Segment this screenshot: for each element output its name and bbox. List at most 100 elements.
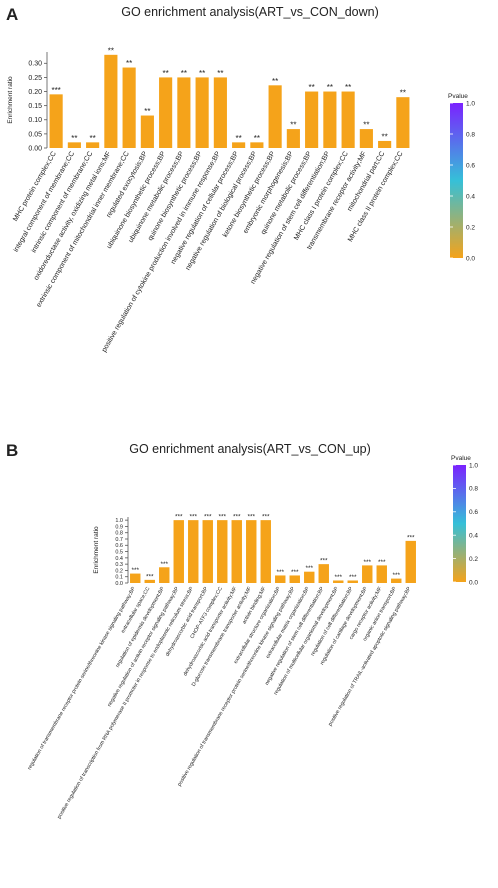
- value-label: ***: [146, 573, 154, 580]
- colorbar-tick-label: 0.8: [466, 131, 475, 138]
- colorbar-title: Pvalue: [451, 455, 471, 462]
- colorbar-tick-label: 1.0: [469, 462, 478, 469]
- y-tick-label: 0.8: [115, 531, 123, 537]
- x-tick-label: regulation of transmembrane receptor pro…: [27, 586, 138, 772]
- value-label: ***: [233, 514, 241, 521]
- colorbar-tick-label: 0.6: [469, 509, 478, 516]
- bar: [122, 67, 136, 148]
- y-tick-label: 0.00: [28, 145, 42, 152]
- bar: [405, 540, 416, 583]
- value-label: **: [327, 83, 333, 92]
- bar: [232, 142, 246, 148]
- value-label: ***: [131, 567, 139, 574]
- value-label: **: [272, 77, 278, 86]
- bar: [376, 565, 387, 583]
- value-label: **: [181, 69, 187, 78]
- colorbar: [450, 103, 463, 258]
- value-label: ***: [218, 514, 226, 521]
- y-axis-label: Enrichment ratio: [93, 526, 100, 574]
- value-label: **: [363, 121, 369, 130]
- colorbar-tick-label: 0.4: [466, 193, 475, 200]
- bar: [268, 85, 282, 148]
- colorbar-tick-label: 0.4: [469, 533, 478, 540]
- bar: [275, 575, 286, 583]
- bar: [159, 567, 170, 583]
- colorbar-title: Pvalue: [448, 93, 468, 100]
- value-label: ***: [276, 569, 284, 576]
- bar: [177, 77, 191, 148]
- bar: [104, 54, 118, 148]
- bar: [318, 564, 329, 583]
- value-label: ***: [160, 561, 168, 568]
- value-label: **: [290, 121, 296, 130]
- bar: [260, 520, 271, 583]
- value-label: ***: [189, 514, 197, 521]
- value-label: **: [345, 83, 351, 92]
- value-label: **: [71, 134, 77, 143]
- bar: [49, 94, 63, 148]
- y-tick-label: 0.30: [28, 61, 42, 68]
- bar: [213, 77, 227, 148]
- y-tick-label: 0.25: [28, 75, 42, 82]
- value-label: ***: [378, 559, 386, 566]
- value-label: ***: [392, 572, 400, 579]
- value-label: **: [382, 132, 388, 141]
- bar: [67, 142, 81, 148]
- y-tick-label: 0.2: [115, 568, 123, 574]
- bar: [217, 520, 228, 583]
- y-tick-label: 0.0: [115, 581, 123, 587]
- y-tick-label: 0.20: [28, 89, 42, 96]
- bar: [391, 578, 402, 583]
- y-tick-label: 0.10: [28, 117, 42, 124]
- bar: [323, 91, 337, 148]
- value-label: ***: [349, 574, 357, 581]
- colorbar-tick-label: 0.0: [466, 255, 475, 262]
- bar: [195, 77, 209, 148]
- bar: [378, 140, 392, 148]
- bar: [173, 520, 184, 583]
- value-label: **: [199, 69, 205, 78]
- bar: [246, 520, 257, 583]
- bar: [231, 520, 242, 583]
- value-label: **: [254, 134, 260, 143]
- bar: [140, 115, 154, 148]
- y-tick-label: 0.3: [115, 562, 123, 568]
- bar: [159, 77, 173, 148]
- chart-title: GO enrichment analysis(ART_vs_CON_up): [129, 442, 371, 456]
- value-label: **: [236, 134, 242, 143]
- bar: [86, 142, 100, 148]
- bar: [341, 91, 355, 148]
- bar: [304, 571, 315, 583]
- value-label: ***: [204, 514, 212, 521]
- y-tick-label: 0.6: [115, 543, 123, 549]
- colorbar-tick-label: 0.2: [469, 556, 478, 563]
- colorbar: [453, 465, 466, 582]
- y-tick-label: 0.7: [115, 537, 123, 543]
- y-axis-label: Enrichment ratio: [7, 76, 14, 124]
- value-label: ***: [51, 86, 60, 95]
- y-tick-label: 0.9: [115, 524, 123, 530]
- bar: [359, 129, 373, 148]
- bar: [347, 580, 358, 583]
- colorbar-tick-label: 0.0: [469, 579, 478, 586]
- value-label: ***: [407, 534, 415, 541]
- bar: [202, 520, 213, 583]
- value-label: **: [163, 69, 169, 78]
- y-tick-label: 0.5: [115, 549, 123, 555]
- colorbar-tick-label: 0.6: [466, 162, 475, 169]
- bar: [188, 520, 199, 583]
- bar: [289, 575, 300, 583]
- value-label: ***: [291, 569, 299, 576]
- value-label: ***: [334, 574, 342, 581]
- value-label: ***: [262, 514, 270, 521]
- chart-title: GO enrichment analysis(ART_vs_CON_down): [121, 5, 379, 19]
- y-tick-label: 0.05: [28, 131, 42, 138]
- value-label: ***: [363, 559, 371, 566]
- bar: [250, 142, 264, 148]
- colorbar-tick-label: 0.2: [466, 224, 475, 231]
- value-label: **: [144, 107, 150, 116]
- panel-label: A: [6, 5, 18, 24]
- bar: [144, 579, 155, 583]
- value-label: ***: [175, 514, 183, 521]
- bar: [286, 129, 300, 148]
